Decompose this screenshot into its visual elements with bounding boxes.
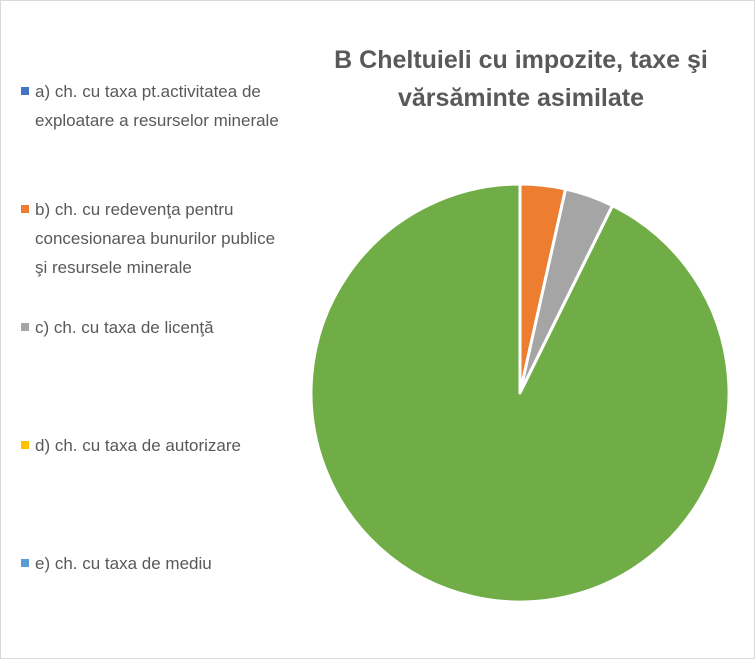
legend-swatch — [21, 205, 29, 213]
legend-entry: c) ch. cu taxa de licenţă — [21, 313, 291, 342]
legend-entry: a) ch. cu taxa pt.activitatea de exploat… — [21, 77, 291, 135]
legend-label: e) ch. cu taxa de mediu — [35, 554, 212, 573]
legend-swatch — [21, 441, 29, 449]
legend-swatch — [21, 323, 29, 331]
legend-swatch — [21, 559, 29, 567]
legend-label: b) ch. cu redevenţa pentru concesionarea… — [35, 200, 276, 277]
legend-label: d) ch. cu taxa de autorizare — [35, 436, 242, 455]
legend-swatch — [21, 87, 29, 95]
legend-label: a) ch. cu taxa pt.activitatea de exploat… — [35, 82, 279, 130]
legend-entry: d) ch. cu taxa de autorizare — [21, 431, 291, 460]
legend-label: c) ch. cu taxa de licenţă — [35, 318, 214, 337]
legend-entry: e) ch. cu taxa de mediu — [21, 549, 291, 578]
chart-title: B Cheltuieli cu impozite, taxe şi vărsăm… — [334, 46, 708, 112]
legend-entry: b) ch. cu redevenţa pentru concesionarea… — [21, 195, 291, 282]
pie-slice — [309, 182, 731, 604]
